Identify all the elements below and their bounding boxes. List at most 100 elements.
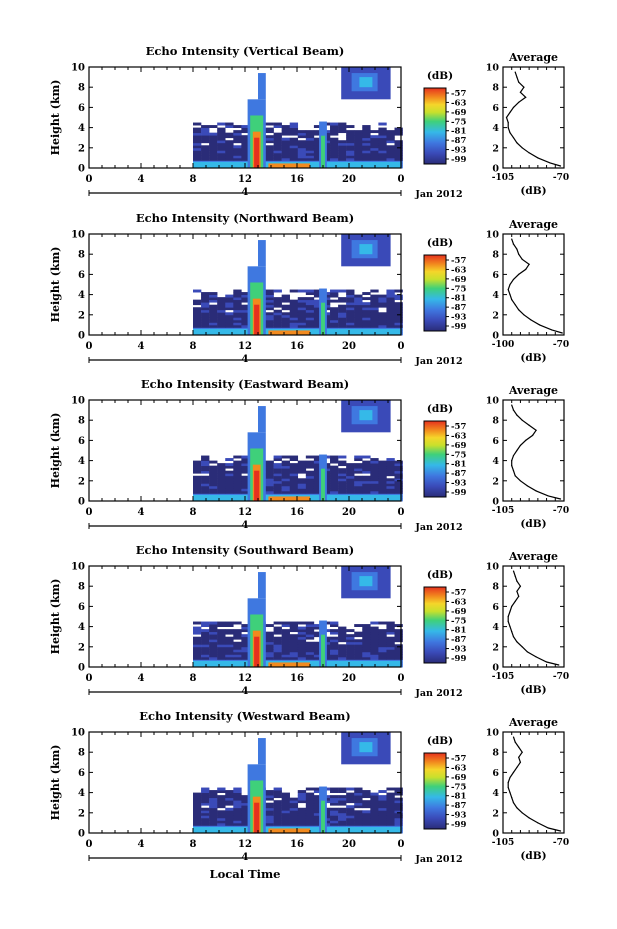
heatmap-cell — [281, 470, 290, 474]
profile-point — [558, 664, 560, 666]
heatmap-cell — [305, 314, 315, 318]
profile-x-tick-label: -70 — [553, 672, 569, 682]
profile-y-tick-label: 2 — [492, 642, 499, 653]
heatmap-cell — [394, 792, 403, 796]
heatmap-cell — [354, 140, 363, 144]
heatmap-cell — [289, 800, 299, 804]
heatmap-cell — [370, 656, 379, 660]
profile-point — [511, 299, 513, 301]
heatmap-cell — [201, 795, 210, 799]
heatmap-cell — [362, 493, 371, 497]
heatmap-cell — [241, 152, 250, 156]
heatmap-cell — [265, 322, 274, 326]
heatmap-cell — [354, 795, 363, 799]
heatmap-cell — [313, 490, 323, 494]
profile-line — [507, 238, 563, 334]
heatmap-cell — [394, 314, 403, 318]
heatmap-cell — [362, 631, 371, 635]
heatmap-cell — [370, 465, 379, 469]
profile-point — [519, 761, 522, 763]
profile-y-tick-label: 6 — [492, 103, 499, 114]
heatmap-cell — [297, 289, 307, 293]
heatmap-cell — [265, 792, 274, 796]
heatmap-cell — [313, 800, 323, 804]
heatmap-cell — [217, 319, 226, 323]
heatmap-cell — [193, 135, 202, 139]
heatmap-cell — [386, 654, 395, 658]
heatmap-cell — [209, 792, 218, 796]
heatmap-cell — [289, 455, 299, 459]
heatmap-cell — [281, 488, 290, 492]
heatmap-cell — [305, 624, 315, 627]
heatmap-cell — [233, 319, 242, 323]
heatmap-cell — [330, 312, 339, 316]
heatmap-cell — [313, 656, 323, 660]
heatmap-cell — [313, 317, 323, 321]
heatmap-cell — [313, 132, 323, 136]
heatmap-cell — [313, 805, 323, 809]
x-tick-label: 4 — [138, 507, 145, 518]
colorbar-label: (dB) — [427, 403, 453, 415]
profile-x-tick-label: -105 — [492, 838, 515, 848]
heatmap-cell — [378, 790, 387, 793]
heatmap-cell — [289, 815, 299, 819]
heatmap-cell — [241, 127, 250, 131]
heatmap-cell — [201, 125, 210, 128]
heatmap-cell — [370, 150, 379, 154]
profile-y-tick-label: 0 — [492, 331, 499, 342]
heatmap-cell — [241, 490, 250, 494]
profile-point — [521, 751, 523, 753]
heatmap-cell — [217, 478, 226, 482]
heatmap-cell — [354, 646, 363, 650]
heatmap-cell — [378, 649, 387, 653]
heatmap-cell — [330, 160, 339, 164]
heatmap-cell — [233, 488, 242, 492]
profile-y-tick-label: 2 — [492, 143, 499, 154]
heatmap-cell — [359, 576, 373, 587]
heatmap-cell — [362, 468, 371, 472]
heatmap-cell — [338, 639, 347, 643]
heatmap-cell — [297, 817, 307, 821]
profile-y-tick-label: 2 — [492, 476, 499, 487]
heatmap-cell — [193, 825, 202, 829]
heatmap-cell — [273, 654, 282, 658]
heatmap-cell — [289, 324, 299, 328]
heatmap-cell — [265, 292, 274, 295]
x-tick-label: 4 — [138, 673, 145, 684]
heatmap-cell — [209, 140, 218, 144]
heatmap-cell — [281, 646, 290, 650]
heatmap-cell — [281, 822, 290, 826]
heatmap-cell — [394, 800, 403, 804]
heatmap-cell — [193, 792, 202, 796]
chart-title: Echo Intensity (Southward Beam) — [136, 543, 354, 557]
heatmap-cell — [217, 787, 226, 791]
heatmap-cell — [338, 810, 347, 814]
heatmap-cell — [297, 795, 307, 799]
heatmap-cell — [394, 157, 403, 161]
heatmap-cell — [394, 480, 403, 484]
heatmap-cell — [346, 147, 355, 151]
heatmap-cell — [394, 160, 403, 164]
heatmap-cell — [313, 140, 323, 144]
heatmap-cell — [346, 805, 355, 809]
heatmap-cell — [201, 810, 210, 814]
profile-point — [509, 132, 511, 134]
heatmap-cell — [354, 639, 363, 643]
heatmap-cell — [209, 478, 218, 482]
heatmap-cell — [354, 294, 363, 298]
heatmap-cell — [225, 807, 234, 811]
heatmap-cell — [241, 807, 250, 811]
heatmap-cell — [209, 639, 218, 643]
heatmap-cell — [273, 299, 282, 303]
x-tick-label: 0 — [86, 174, 93, 185]
heatmap-cell — [362, 319, 371, 323]
y-tick-label: 0 — [78, 164, 85, 175]
heatmap-cell — [193, 309, 202, 313]
heatmap-cell — [233, 800, 242, 804]
heatmap-cell — [217, 815, 226, 819]
heatmap-cell — [297, 132, 307, 136]
heatmap-cell — [346, 659, 355, 663]
profile-point — [539, 324, 541, 326]
heatmap-cell — [313, 641, 323, 645]
heatmap-cell — [354, 458, 363, 461]
